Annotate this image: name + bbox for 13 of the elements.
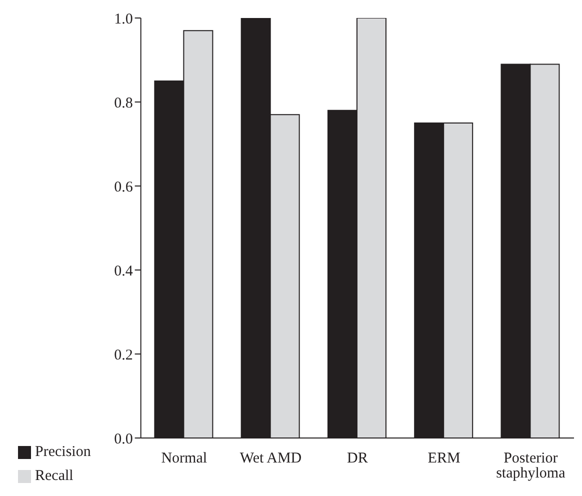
legend-label: Recall — [35, 468, 74, 484]
x-tick-label: Wet AMD — [240, 450, 302, 467]
x-tick-label: Posterior staphyloma — [496, 450, 566, 482]
y-tick-label: 0.6 — [114, 179, 134, 196]
y-tick-label: 1.0 — [114, 11, 133, 28]
x-tick-label: DR — [346, 450, 368, 467]
y-tick-label: 0.4 — [114, 263, 134, 280]
x-tick-label: ERM — [428, 450, 460, 467]
y-tick-label: 0.8 — [114, 95, 133, 112]
y-tick-label: 0.0 — [114, 431, 133, 448]
legend-label: Precision — [35, 444, 91, 460]
y-tick-label: 0.2 — [114, 347, 133, 364]
x-tick-label: Normal — [161, 450, 208, 467]
